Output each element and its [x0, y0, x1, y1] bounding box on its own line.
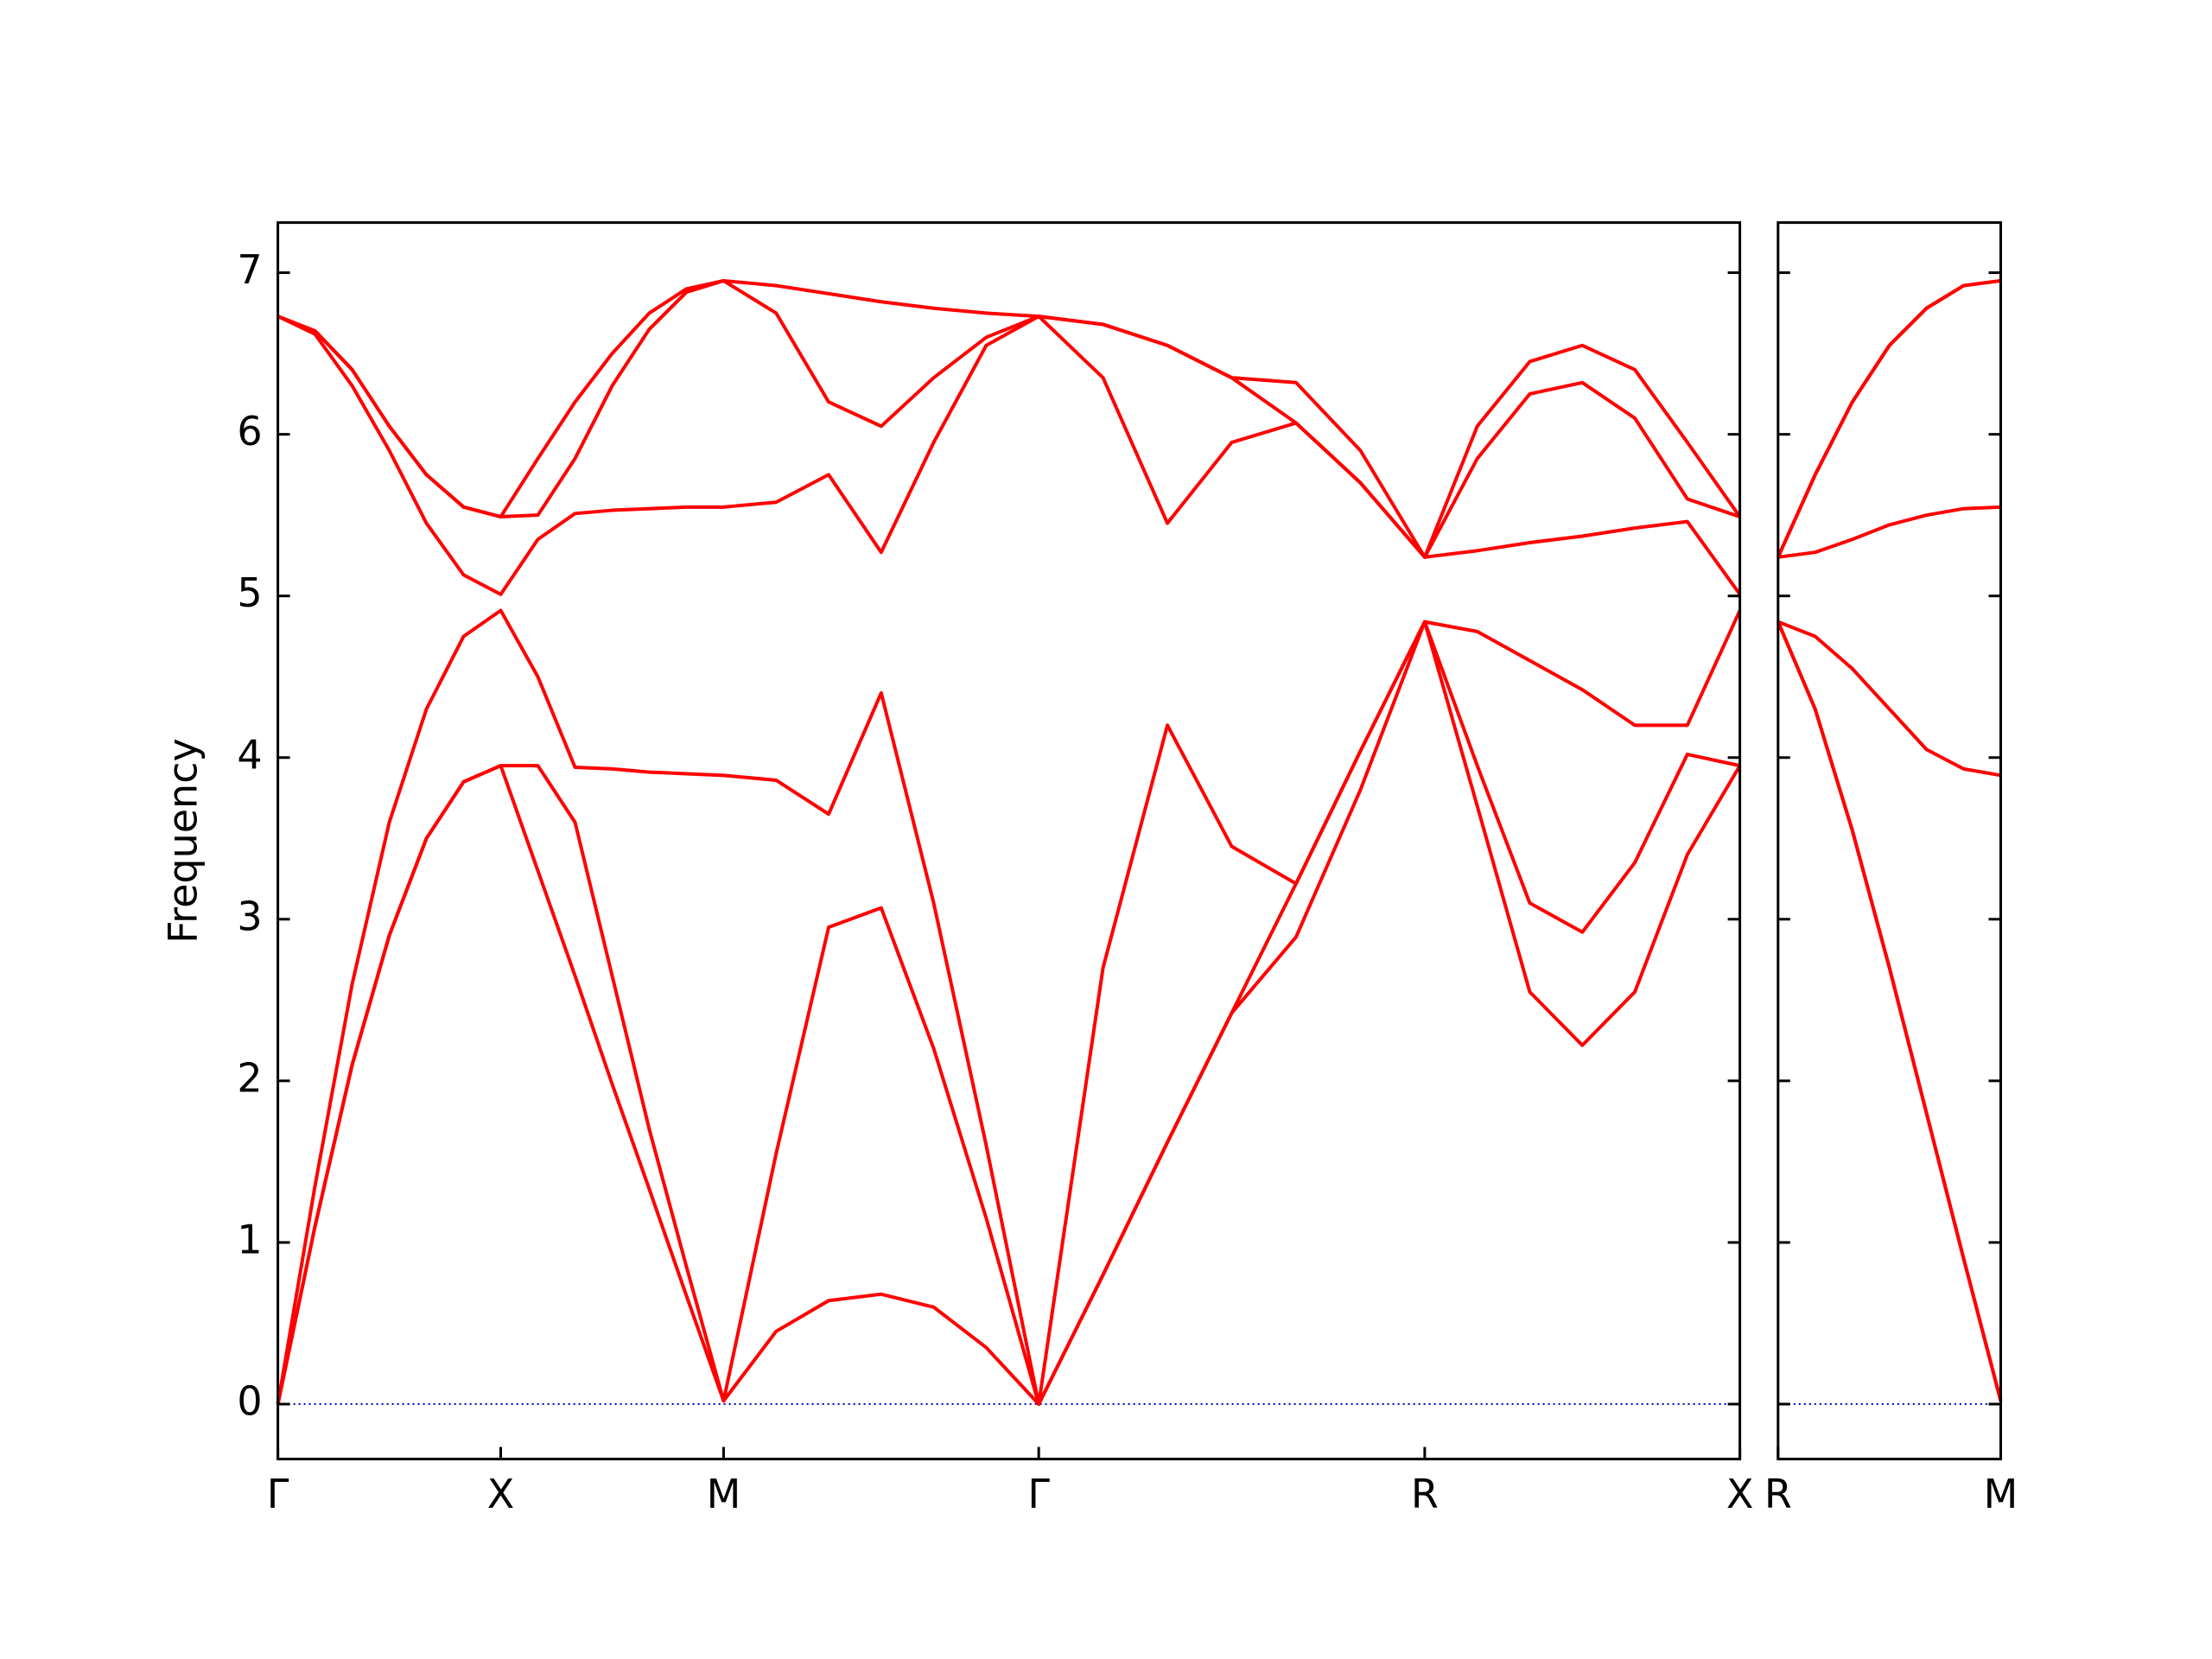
band-line [1777, 505, 2001, 559]
band-line [1776, 278, 2001, 558]
x-tick-label: Γ [1027, 1471, 1050, 1517]
band-line [276, 620, 1741, 1406]
band-line [276, 608, 1742, 1406]
x-tick-label: R [1764, 1471, 1792, 1517]
x-tick-label: X [487, 1471, 515, 1517]
y-tick-label: 3 [237, 893, 262, 939]
y-tick-label: 4 [237, 731, 262, 778]
band-line [276, 278, 1742, 559]
band-line [1776, 620, 2003, 1402]
y-tick-label: 1 [237, 1216, 262, 1262]
band-line [1776, 278, 2001, 558]
y-axis-label: Frequency [160, 738, 207, 944]
y-tick-label: 6 [237, 408, 262, 454]
band-line [1777, 620, 2001, 778]
x-tick-label: M [707, 1471, 741, 1517]
plot-frame [276, 221, 1742, 1461]
x-tick-label: M [1984, 1471, 2018, 1517]
x-tick-label: Γ [267, 1471, 289, 1517]
x-tick-label: X [1726, 1471, 1754, 1517]
band-line [276, 315, 1742, 596]
x-tick-label: R [1411, 1471, 1439, 1517]
y-tick-label: 5 [237, 569, 262, 616]
y-tick-label: 2 [237, 1054, 262, 1101]
plot-frame [1777, 221, 2003, 1461]
band-line [276, 620, 1742, 1406]
band-line [1776, 620, 2003, 1402]
y-tick-label: 0 [237, 1378, 262, 1425]
y-tick-label: 7 [237, 246, 262, 293]
